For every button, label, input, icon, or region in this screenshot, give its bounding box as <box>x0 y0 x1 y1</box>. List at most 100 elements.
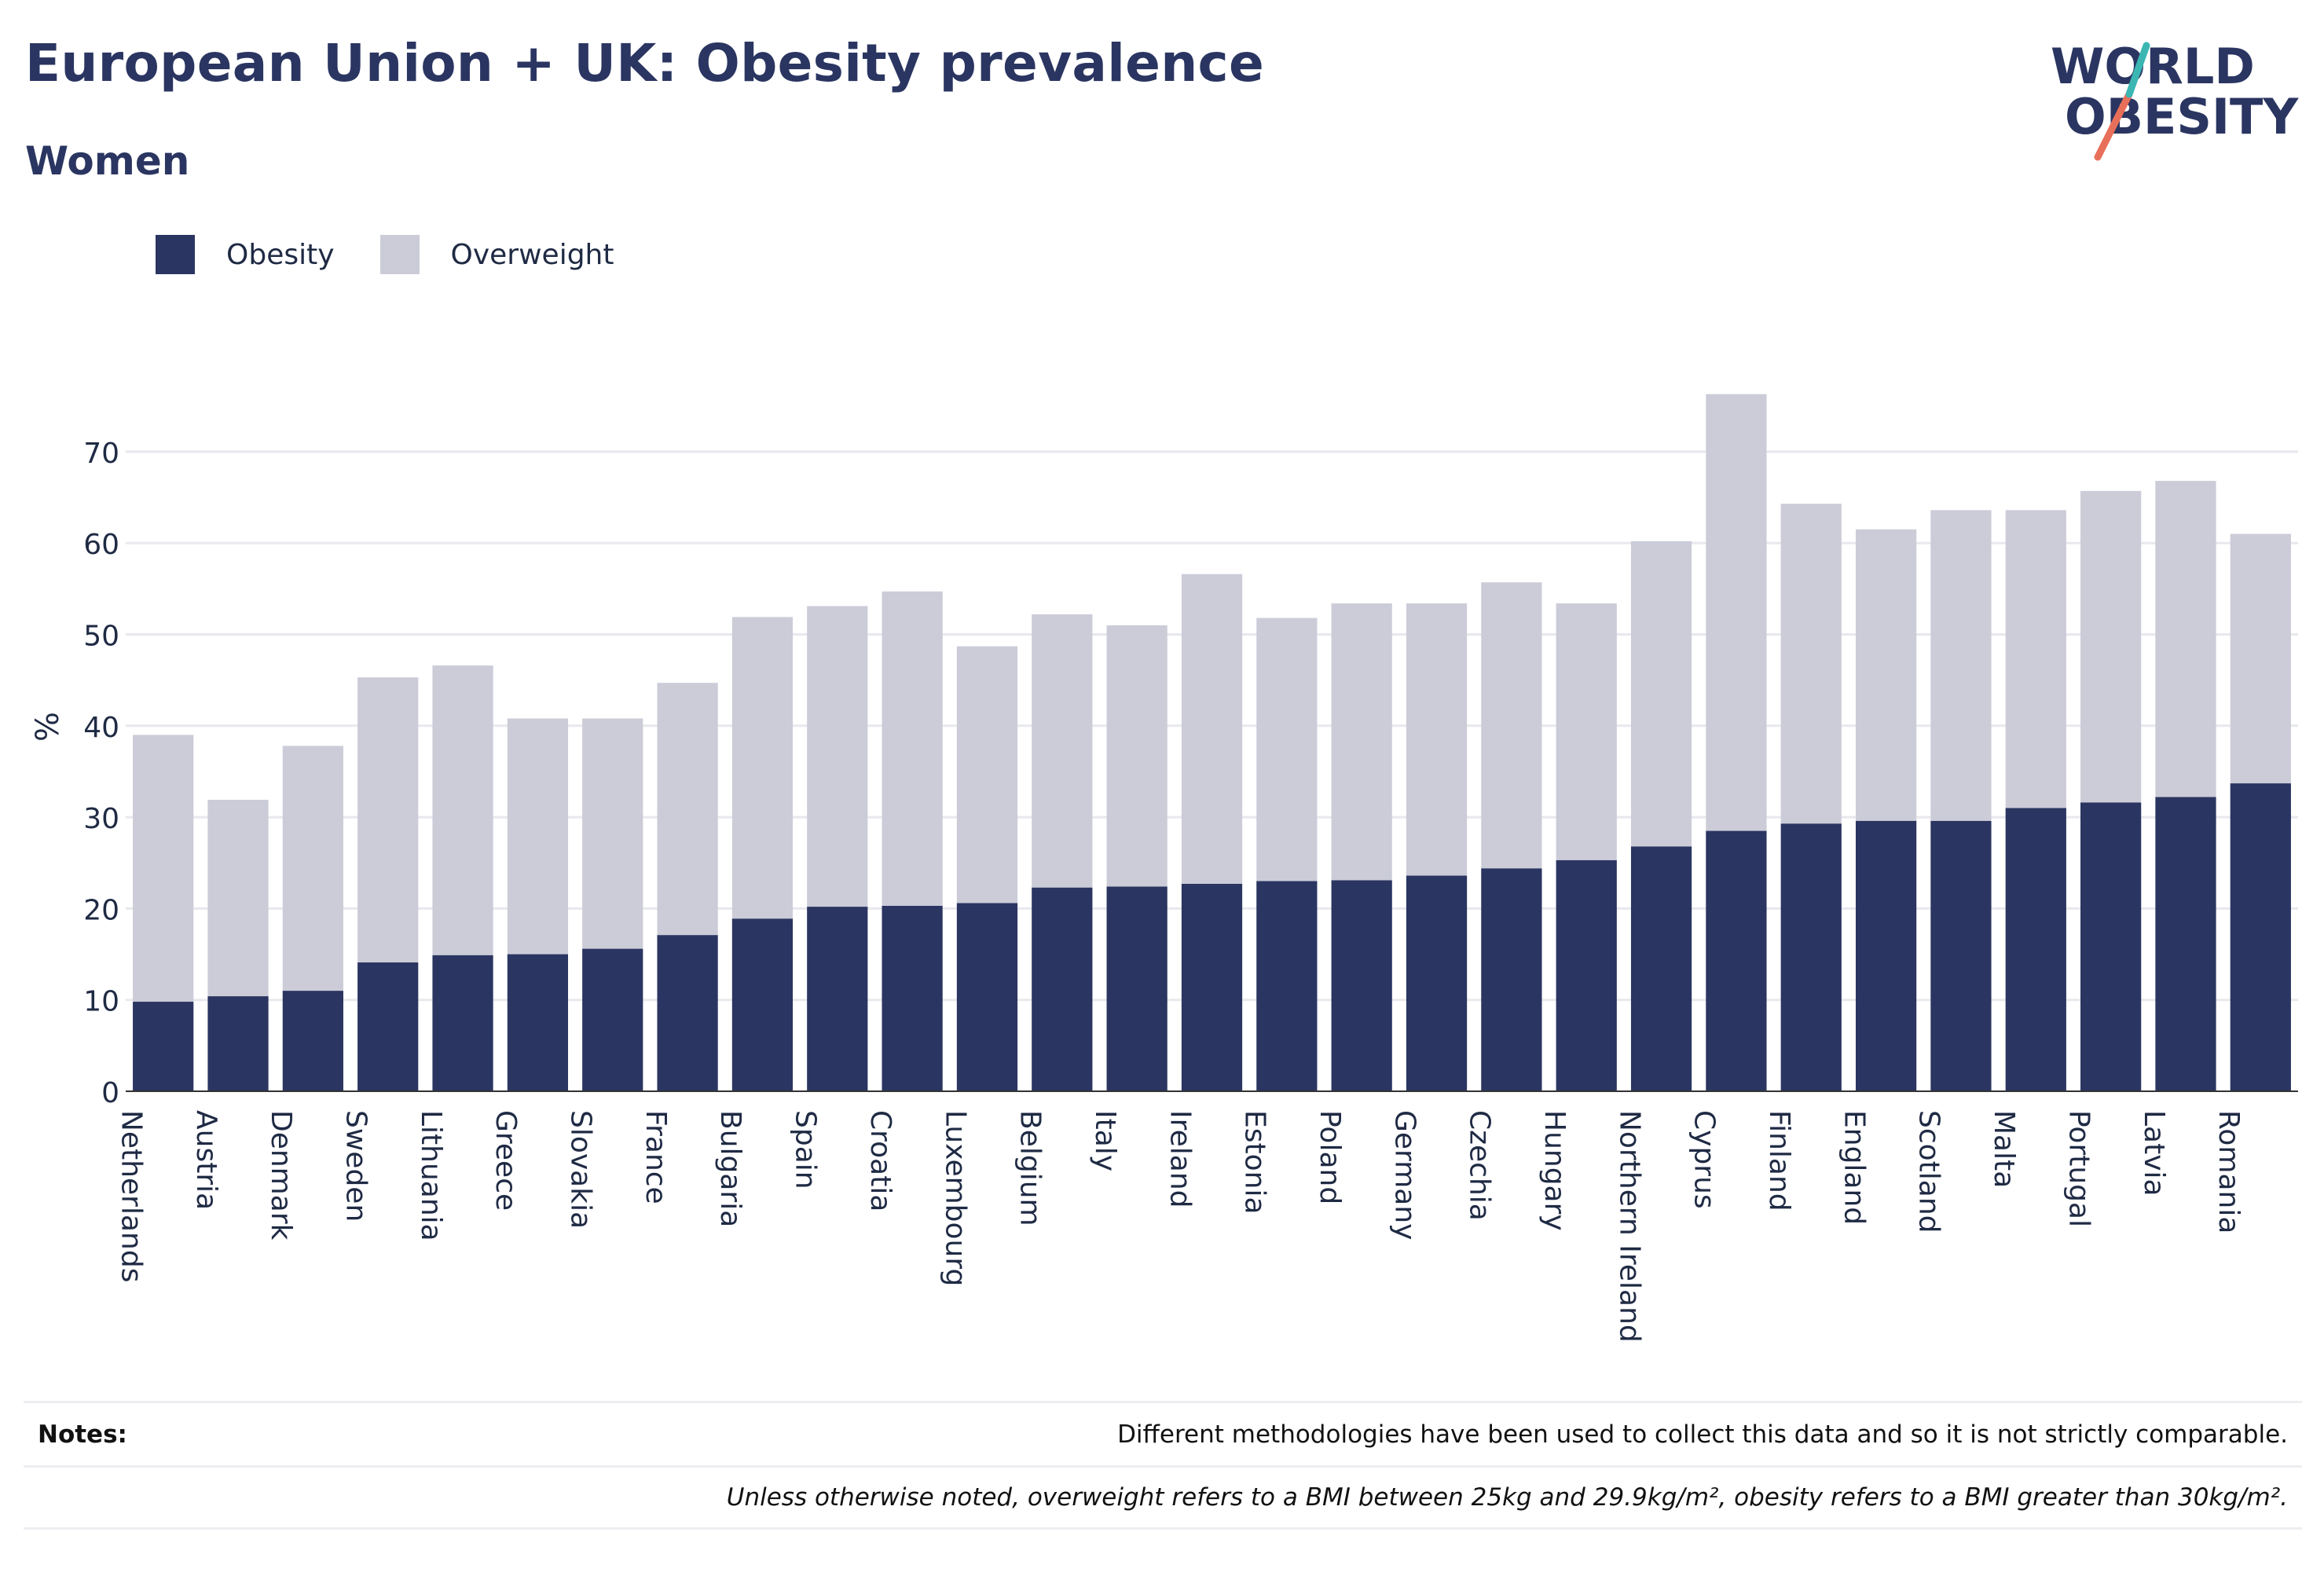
bar-obesity-sweden <box>357 962 419 1091</box>
bar-obesity-belgium <box>1032 887 1093 1091</box>
y-tick-label-0: 0 <box>101 1077 119 1109</box>
bar-obesity-croatia <box>882 905 943 1091</box>
bar-obesity-finland <box>1780 823 1842 1091</box>
bar-overweight-croatia <box>882 591 943 906</box>
bar-overweight-france <box>657 683 718 936</box>
bar-obesity-greece <box>507 954 569 1091</box>
y-axis-ticks: 0 10 20 30 40 50 60 70 <box>83 438 119 1109</box>
bar-overweight-bulgaria <box>731 617 794 919</box>
stacked-bar-chart: 0 10 20 30 40 50 60 70 Netherlands Austria Denmar… <box>30 394 2298 1343</box>
chart-subtitle: Women <box>25 138 190 184</box>
chart-title: European Union + UK: Obesity prevalence <box>25 33 1265 93</box>
bar-obesity-northern-ireland <box>1630 846 1692 1091</box>
bar-obesity-cyprus <box>1706 830 1767 1091</box>
bar-overweight-hungary <box>1556 603 1617 860</box>
legend-label-overweight: Overweight <box>450 238 614 271</box>
notes-row-1: Notes: Different methodologies have been… <box>24 1401 2302 1465</box>
x-tick-label-ireland: Ireland <box>1164 1110 1196 1208</box>
y-tick-label-20: 20 <box>83 894 119 926</box>
legend-swatch-obesity <box>156 235 195 274</box>
y-tick-label-10: 10 <box>83 986 119 1018</box>
bar-overweight-spain <box>807 606 868 907</box>
notes-label: Notes: <box>38 1420 127 1449</box>
legend-item-overweight: Overweight <box>379 235 614 274</box>
chart-legend: Obesity Overweight <box>156 233 659 277</box>
bar-obesity-germany <box>1406 875 1468 1091</box>
bar-overweight-england <box>1855 529 1917 821</box>
x-axis-ticks: Netherlands Austria Denmark Sweden Lithuania… <box>115 1110 2245 1343</box>
bar-obesity-france <box>657 935 718 1091</box>
bar-obesity-italy <box>1106 886 1167 1091</box>
bar-obesity-england <box>1855 820 1917 1091</box>
bar-overweight-estonia <box>1256 618 1318 881</box>
bar-overweight-sweden <box>357 677 419 963</box>
x-tick-label-estonia: Estonia <box>1239 1110 1271 1215</box>
x-tick-label-poland: Poland <box>1314 1110 1346 1204</box>
bar-obesity-denmark <box>282 991 343 1091</box>
bar-overweight-italy <box>1106 625 1167 887</box>
bar-overweight-austria <box>207 800 269 997</box>
notes-row-2: Unless otherwise noted, overweight refer… <box>24 1465 2302 1530</box>
legend-label-obesity: Obesity <box>226 238 335 271</box>
x-tick-label-denmark: Denmark <box>265 1110 297 1241</box>
x-tick-label-bulgaria: Bulgaria <box>714 1110 746 1227</box>
bar-overweight-romania <box>2230 533 2291 784</box>
bars <box>133 394 2291 1091</box>
bar-obesity-malta <box>2005 808 2066 1091</box>
y-tick-label-30: 30 <box>83 803 119 835</box>
legend-item-obesity: Obesity <box>156 235 335 274</box>
bar-obesity-spain <box>807 907 868 1091</box>
y-tick-label-70: 70 <box>83 438 119 470</box>
bar-overweight-slovakia <box>582 718 643 949</box>
y-tick-label-60: 60 <box>83 529 119 561</box>
bar-overweight-luxembourg <box>956 646 1018 903</box>
legend-swatch-overweight <box>379 235 420 274</box>
x-tick-label-belgium: Belgium <box>1014 1110 1047 1226</box>
notes-line-2: Unless otherwise noted, overweight refer… <box>726 1483 2288 1512</box>
x-tick-label-england: England <box>1838 1110 1870 1225</box>
x-tick-label-italy: Italy <box>1089 1110 1121 1171</box>
logo-line2: OBESITY <box>2065 88 2299 145</box>
bar-obesity-netherlands <box>133 1002 194 1091</box>
x-tick-label-czechia: Czechia <box>1464 1110 1496 1221</box>
bar-obesity-estonia <box>1256 881 1318 1091</box>
x-tick-label-hungary: Hungary <box>1538 1110 1571 1231</box>
bar-overweight-malta <box>2005 510 2066 808</box>
bar-overweight-greece <box>507 718 569 955</box>
bar-obesity-czechia <box>1481 868 1542 1091</box>
x-tick-label-croatia: Croatia <box>864 1110 896 1211</box>
bar-obesity-austria <box>207 996 269 1091</box>
y-tick-label-50: 50 <box>83 621 119 653</box>
bar-obesity-luxembourg <box>956 903 1018 1091</box>
x-tick-label-lithuania: Lithuania <box>415 1110 447 1241</box>
logo-line1: WORLD <box>2051 38 2255 95</box>
bar-overweight-northern-ireland <box>1630 541 1692 847</box>
bar-overweight-netherlands <box>133 735 194 1002</box>
bar-obesity-slovakia <box>582 948 643 1091</box>
bar-overweight-lithuania <box>432 665 493 955</box>
bar-obesity-latvia <box>2155 797 2216 1091</box>
x-tick-label-finland: Finland <box>1763 1110 1795 1211</box>
x-tick-label-romania: Romania <box>2212 1110 2245 1233</box>
x-tick-label-cyprus: Cyprus <box>1688 1110 1721 1209</box>
bar-obesity-bulgaria <box>731 918 794 1091</box>
bar-overweight-belgium <box>1032 614 1093 888</box>
x-tick-label-slovakia: Slovakia <box>565 1110 597 1229</box>
bar-overweight-czechia <box>1481 582 1542 869</box>
bar-overweight-portugal <box>2080 490 2142 803</box>
notes-line-1: Different methodologies have been used t… <box>1117 1420 2288 1449</box>
x-tick-label-luxembourg: Luxembourg <box>939 1110 971 1286</box>
y-axis-label: % <box>30 712 66 742</box>
world-obesity-logo: WORLD OBESITY <box>2051 38 2299 161</box>
x-tick-label-scotland: Scotland <box>1913 1110 1945 1233</box>
x-tick-label-netherlands: Netherlands <box>115 1110 147 1282</box>
bar-overweight-scotland <box>1930 510 1992 821</box>
x-tick-label-latvia: Latvia <box>2138 1110 2170 1197</box>
bar-overweight-cyprus <box>1706 394 1767 831</box>
bar-overweight-germany <box>1406 603 1468 876</box>
x-tick-label-sweden: Sweden <box>339 1110 372 1222</box>
bar-obesity-portugal <box>2080 802 2142 1091</box>
x-tick-label-northern-ireland: Northern Ireland <box>1613 1110 1645 1343</box>
x-tick-label-spain: Spain <box>790 1110 822 1189</box>
bar-overweight-latvia <box>2155 481 2216 797</box>
